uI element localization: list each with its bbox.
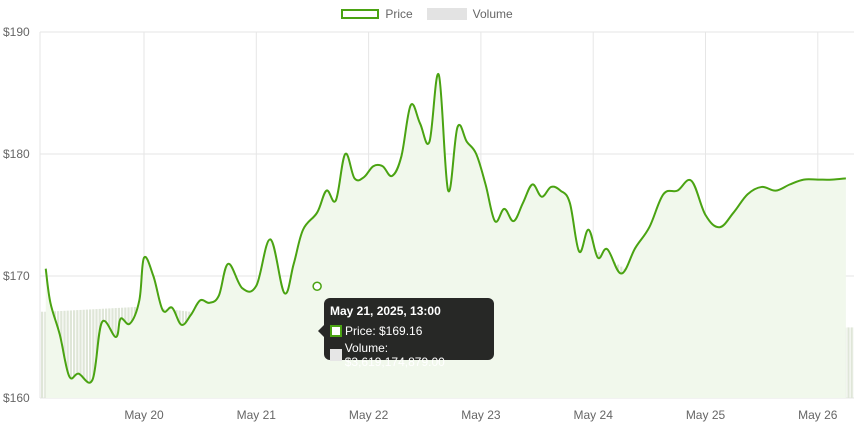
y-tick-label: $170 bbox=[3, 269, 30, 283]
y-tick-label: $180 bbox=[3, 147, 30, 161]
x-tick-label: May 21 bbox=[237, 408, 277, 422]
tooltip: May 21, 2025, 13:00 Price: $169.16 Volum… bbox=[318, 298, 494, 369]
y-axis-ticks: $160 $170 $180 $190 bbox=[3, 25, 30, 405]
tooltip-volume-text: Volume: $3,619,174,879.00 bbox=[344, 341, 445, 369]
legend-price-swatch bbox=[341, 9, 380, 19]
volume-bar bbox=[79, 309, 82, 398]
volume-bar bbox=[73, 310, 76, 398]
x-tick-label: May 26 bbox=[798, 408, 838, 422]
x-tick-label: May 20 bbox=[124, 408, 164, 422]
legend-item-volume[interactable]: Volume bbox=[426, 7, 513, 21]
volume-bar bbox=[44, 311, 47, 398]
legend: Price Volume bbox=[0, 7, 854, 21]
tooltip-volume-swatch bbox=[330, 349, 342, 361]
volume-bar bbox=[847, 327, 850, 398]
legend-price-label: Price bbox=[385, 7, 413, 21]
volume-bar bbox=[66, 310, 69, 398]
x-axis-ticks: May 20 May 21 May 22 May 23 May 24 May 25 May … bbox=[124, 408, 837, 422]
volume-bar bbox=[850, 327, 853, 398]
volume-bar bbox=[92, 309, 95, 398]
hovered-point[interactable] bbox=[312, 281, 322, 291]
y-tick-label: $190 bbox=[3, 25, 30, 39]
volume-bar bbox=[85, 309, 88, 398]
tooltip-volume-row: Volume: $3,619,174,879.00 bbox=[330, 341, 488, 369]
x-tick-label: May 24 bbox=[574, 408, 614, 422]
tooltip-title: May 21, 2025, 13:00 bbox=[330, 304, 441, 318]
legend-volume-label: Volume bbox=[472, 7, 513, 21]
volume-bar bbox=[82, 309, 85, 398]
tooltip-price-row: Price: $169.16 bbox=[330, 324, 488, 338]
price-area-fill bbox=[45, 73, 846, 398]
legend-item-price[interactable]: Price bbox=[341, 7, 413, 21]
volume-bar bbox=[41, 311, 44, 398]
price-line bbox=[44, 73, 846, 384]
tooltip-price-text: Price: $169.16 bbox=[345, 324, 423, 338]
tooltip-price-swatch bbox=[330, 325, 342, 337]
x-tick-label: May 23 bbox=[461, 408, 501, 422]
volume-bar bbox=[76, 310, 79, 398]
x-tick-label: May 25 bbox=[686, 408, 726, 422]
volume-bar bbox=[89, 309, 92, 398]
y-tick-label: $160 bbox=[3, 391, 30, 405]
x-tick-label: May 22 bbox=[349, 408, 389, 422]
volume-bar bbox=[69, 310, 72, 398]
legend-volume-swatch bbox=[426, 8, 467, 20]
